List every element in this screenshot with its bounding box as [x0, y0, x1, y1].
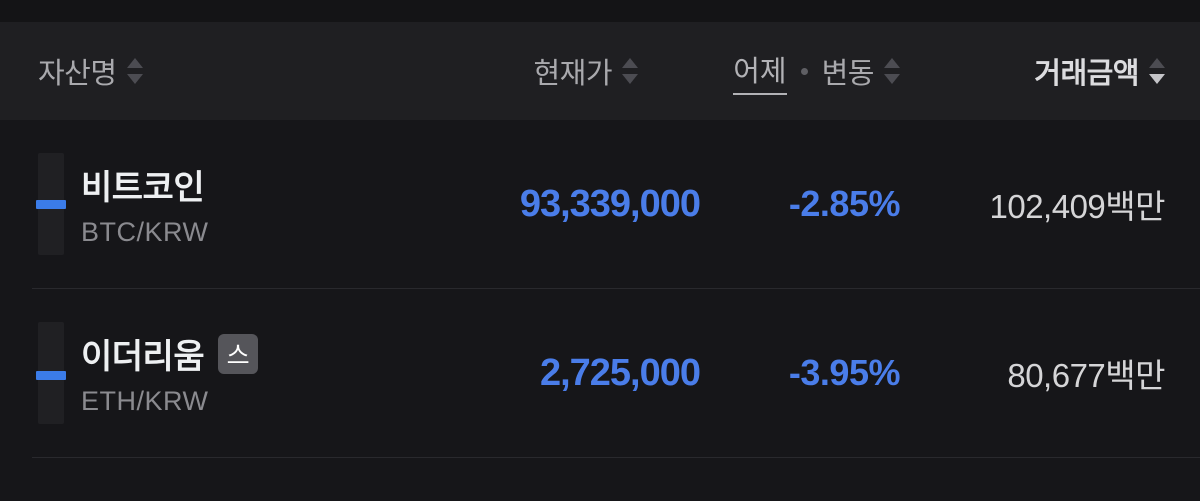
sort-down-icon — [126, 74, 143, 84]
dot-separator-icon — [800, 67, 808, 75]
top-strip — [0, 0, 1200, 22]
row-divider — [32, 288, 1200, 289]
sort-down-icon — [622, 74, 638, 84]
current-price-label: 현재가 — [533, 58, 612, 90]
asset-cell: 비트코인 BTC/KRW — [36, 153, 470, 255]
coin-name: 비트코인 — [81, 169, 205, 207]
table-row-eth[interactable]: 이더리움 스 ETH/KRW 2,725,000 -3.95% 80,677백만 — [0, 289, 1200, 457]
sort-arrows-icon — [1149, 58, 1165, 84]
price-range-indicator-icon — [36, 370, 66, 380]
sort-arrows-icon — [126, 58, 143, 84]
column-header-change: 어제 변동 — [700, 48, 900, 95]
price-range-indicator-icon — [36, 199, 66, 209]
asset-name-block: 비트코인 BTC/KRW — [81, 160, 209, 248]
asset-name-block: 이더리움 스 ETH/KRW — [81, 329, 259, 417]
sort-down-active-icon — [1149, 74, 1165, 84]
coin-name: 이더리움 — [81, 338, 205, 376]
current-price-value: 2,725,000 — [539, 351, 701, 394]
column-header-current-price[interactable]: 현재가 — [470, 50, 700, 92]
trade-volume-label: 거래금액 — [1034, 58, 1139, 90]
change-label[interactable]: 변동 — [821, 58, 875, 90]
change-percent-value: -2.85% — [788, 183, 901, 224]
sort-up-icon — [1149, 58, 1165, 68]
row-divider — [32, 457, 1200, 458]
sort-up-icon — [126, 58, 143, 68]
asset-name-label: 자산명 — [38, 58, 117, 90]
asset-cell: 이더리움 스 ETH/KRW — [36, 322, 470, 424]
trading-pair: BTC/KRW — [81, 217, 209, 247]
trade-volume-value: 102,409백만 — [989, 188, 1165, 225]
sort-up-icon — [884, 58, 900, 68]
yesterday-toggle[interactable]: 어제 — [733, 48, 787, 95]
table-header: 자산명 현재가 어제 변동 거래금액 — [0, 22, 1200, 120]
table-row-btc[interactable]: 비트코인 BTC/KRW 93,339,000 -2.85% 102,409백만 — [0, 120, 1200, 288]
sort-up-icon — [622, 58, 638, 68]
price-range-bar — [36, 153, 66, 255]
sort-down-icon — [884, 74, 900, 84]
column-header-asset-name[interactable]: 자산명 — [38, 50, 470, 92]
sort-arrows-icon — [622, 58, 638, 84]
trade-volume-value: 80,677백만 — [1007, 357, 1165, 394]
change-percent-value: -3.95% — [788, 352, 901, 393]
price-range-bar — [36, 322, 66, 424]
current-price-value: 93,339,000 — [519, 182, 701, 225]
staking-badge: 스 — [218, 333, 259, 374]
sort-arrows-icon[interactable] — [884, 58, 900, 84]
column-header-trade-volume[interactable]: 거래금액 — [900, 50, 1165, 92]
trading-pair: ETH/KRW — [81, 386, 209, 416]
